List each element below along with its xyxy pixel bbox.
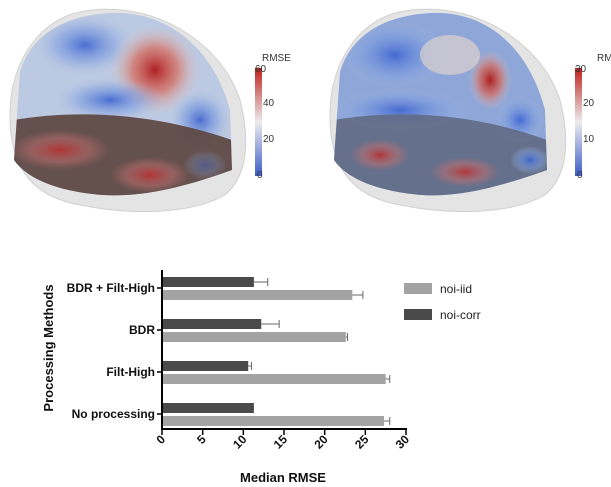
colorbar-gradient	[575, 68, 582, 176]
bar-noi-iid	[162, 374, 386, 384]
heart-map-2	[329, 8, 567, 213]
x-tick-label: 20	[311, 432, 331, 452]
bar-noi-corr	[162, 361, 249, 371]
colorbar-1: RMSE 0 20 40 60	[255, 53, 291, 181]
colorbar-tick: 20	[583, 98, 595, 109]
y-category-label: BDR + Filt-High	[67, 281, 155, 295]
legend: noi-iid noi-corr	[404, 282, 481, 322]
bars-layer	[162, 277, 391, 426]
x-tick-label: 25	[352, 432, 372, 452]
y-axis-title: Processing Methods	[41, 284, 56, 411]
x-axis-ticks: 0 5 10 15 20 25 30	[153, 429, 412, 452]
legend-label-noi-corr: noi-corr	[440, 308, 481, 322]
bar-chart: 0 5 10 15 20 25 30 BDR + Filt-High BDR Filt-High…	[41, 270, 481, 485]
y-category-label: Filt-High	[106, 365, 155, 379]
colorbar-2: RMSE 0 10 20 30	[575, 53, 611, 181]
colorbar-tick: 40	[263, 98, 275, 109]
bar-noi-iid	[162, 332, 346, 342]
colorbar-title: RMSE	[597, 53, 611, 64]
bar-noi-corr	[162, 319, 262, 329]
heart-map-1	[9, 8, 247, 213]
y-axis-categories: BDR + Filt-High BDR Filt-High No processing	[67, 281, 162, 421]
bar-noi-corr	[162, 277, 254, 287]
bar-noi-corr	[162, 403, 254, 413]
x-tick-label: 0	[153, 432, 168, 447]
y-category-label: BDR	[129, 323, 155, 337]
colorbar-tick: 0	[257, 170, 263, 181]
x-axis-title: Median RMSE	[240, 470, 326, 485]
legend-swatch-noi-corr	[404, 309, 432, 320]
y-category-label: No processing	[72, 407, 155, 421]
colorbar-tick: 20	[263, 134, 275, 145]
x-tick-label: 15	[271, 432, 291, 452]
legend-label-noi-iid: noi-iid	[440, 282, 472, 296]
colorbar-gradient	[255, 68, 262, 176]
colorbar-tick: 0	[577, 170, 583, 181]
colorbar-tick: 60	[255, 64, 267, 75]
colorbar-title: RMSE	[262, 53, 291, 64]
colorbar-tick: 10	[583, 134, 595, 145]
x-tick-label: 10	[230, 432, 250, 452]
bar-noi-iid	[162, 416, 385, 426]
colorbar-tick: 30	[575, 64, 587, 75]
x-tick-label: 5	[194, 432, 209, 447]
x-tick-label: 30	[393, 432, 413, 452]
bar-noi-iid	[162, 290, 353, 300]
legend-swatch-noi-iid	[404, 283, 432, 294]
